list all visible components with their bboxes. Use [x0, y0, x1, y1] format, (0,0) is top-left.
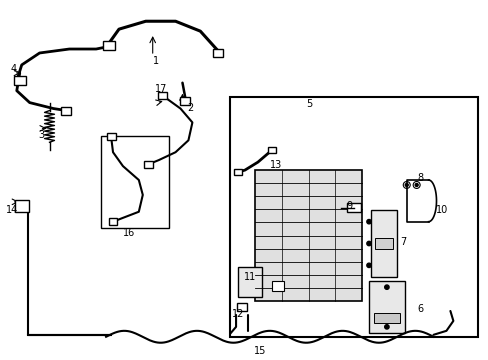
Text: 9: 9	[346, 201, 351, 211]
Circle shape	[405, 184, 407, 186]
Bar	[180, 96, 190, 105]
Bar	[368, 281, 404, 333]
Bar	[238, 267, 262, 297]
Bar	[213, 49, 223, 57]
Circle shape	[403, 181, 409, 188]
Text: 17: 17	[154, 84, 166, 94]
Bar	[61, 107, 71, 114]
Text: 10: 10	[435, 205, 447, 215]
Bar	[144, 161, 153, 168]
Text: 16: 16	[122, 228, 135, 238]
Bar	[106, 133, 115, 140]
Bar	[158, 92, 167, 99]
Bar	[101, 136, 168, 228]
Bar	[254, 170, 361, 301]
Circle shape	[366, 241, 370, 246]
Bar	[103, 41, 115, 50]
Circle shape	[412, 181, 419, 188]
Bar	[237, 303, 246, 311]
Bar	[234, 169, 242, 175]
Circle shape	[384, 285, 388, 289]
Bar	[370, 210, 396, 277]
Text: 8: 8	[417, 173, 423, 183]
Circle shape	[384, 325, 388, 329]
Text: 6: 6	[417, 304, 423, 314]
Circle shape	[414, 184, 417, 186]
Bar	[346, 203, 360, 212]
Circle shape	[366, 220, 370, 224]
Bar	[271, 281, 283, 291]
Bar	[267, 147, 275, 153]
Text: 7: 7	[400, 237, 406, 247]
Bar	[14, 76, 26, 85]
Bar	[373, 313, 399, 323]
Text: 3: 3	[39, 130, 44, 140]
Text: 5: 5	[306, 99, 312, 109]
Text: 1: 1	[152, 56, 159, 66]
Text: 12: 12	[231, 309, 244, 319]
Bar	[230, 96, 477, 337]
Text: 4: 4	[11, 64, 17, 74]
Circle shape	[366, 263, 370, 267]
Text: 14: 14	[6, 205, 18, 215]
Bar	[15, 200, 29, 212]
Text: 13: 13	[269, 160, 281, 170]
Text: 11: 11	[244, 272, 256, 282]
Bar	[108, 218, 117, 225]
Bar	[374, 238, 392, 249]
Text: 2: 2	[187, 103, 193, 113]
Text: 15: 15	[253, 346, 265, 356]
